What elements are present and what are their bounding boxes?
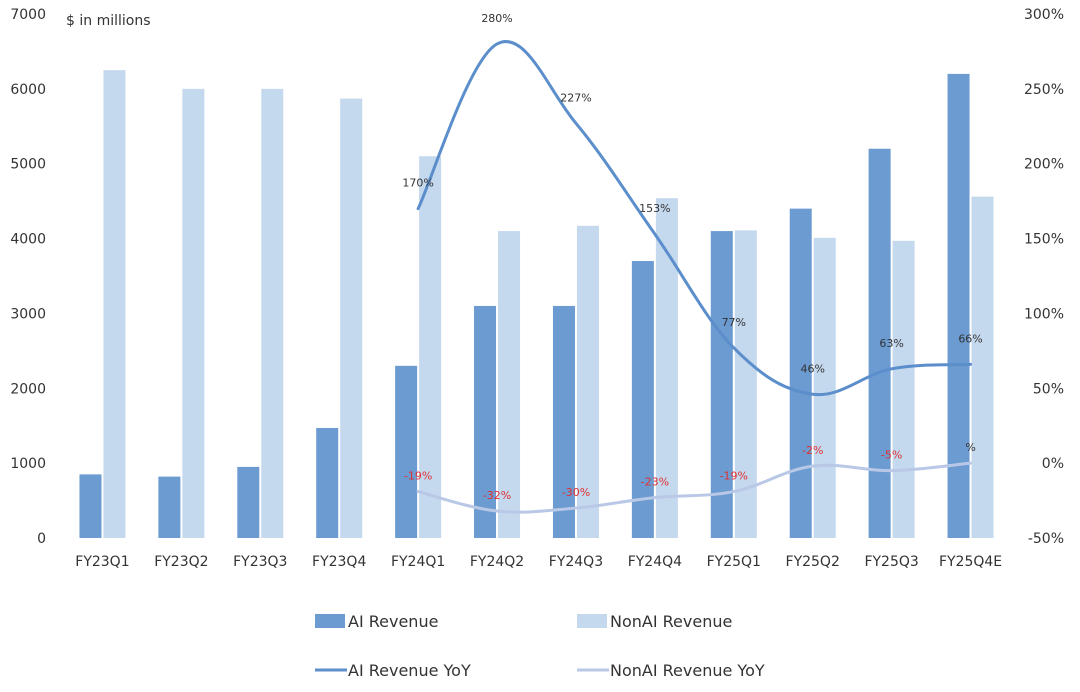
line-ai-revenue-yoy [416, 40, 973, 397]
x-tick-label: FY25Q3 [864, 554, 918, 570]
bar-ai-revenue [237, 466, 260, 538]
data-label: 153% [639, 202, 670, 215]
x-tick-label: FY23Q1 [75, 554, 129, 570]
unit-label: $ in millions [66, 13, 151, 29]
x-tick-label: FY25Q1 [707, 554, 761, 570]
x-tick-label: FY24Q2 [470, 554, 524, 570]
bar-ai-revenue [710, 231, 733, 539]
data-label: 280% [481, 12, 512, 25]
legend-swatch [315, 614, 345, 628]
data-label: -19% [404, 470, 432, 483]
data-label: -19% [720, 470, 748, 483]
bar-nonai-revenue [419, 156, 442, 538]
bar-ai-revenue [316, 427, 339, 538]
bar-ai-revenue [474, 305, 497, 538]
data-label: -5% [881, 449, 902, 462]
data-label: -23% [641, 476, 669, 489]
y-left-tick-label: 5000 [10, 157, 46, 173]
data-label: -32% [483, 489, 511, 502]
axes-layer: $ in millions 0 1000 2000 3000 4000 5000 6000 7… [10, 7, 1064, 570]
y-left-tick-label: 2000 [10, 381, 46, 397]
bar-ai-revenue [158, 476, 181, 538]
bar-nonai-revenue [971, 196, 994, 538]
bar-nonai-revenue [498, 231, 521, 539]
y-right-tick-label: 200% [1024, 157, 1064, 173]
bar-ai-revenue [868, 148, 891, 538]
legend-item: NonAI Revenue YoY [577, 661, 765, 680]
bar-nonai-revenue [813, 237, 836, 538]
bar-nonai-revenue [261, 88, 284, 538]
legend-label: NonAI Revenue YoY [610, 661, 765, 680]
labels-layer: 170% 280% 227% 153% 77% 46% 63% 66% -19% -32% -30%… [402, 12, 982, 502]
bar-ai-revenue [947, 73, 970, 538]
legend-item: AI Revenue YoY [315, 661, 471, 680]
x-tick-label: FY24Q3 [549, 554, 603, 570]
data-label: 63% [879, 337, 903, 350]
y-left-tick-label: 4000 [10, 232, 46, 248]
x-tick-label: FY25Q4E [939, 554, 1002, 570]
bar-ai-revenue [552, 305, 575, 538]
data-label: 227% [560, 91, 591, 104]
y-right-tick-label: 250% [1024, 82, 1064, 98]
legend-label: NonAI Revenue [610, 612, 732, 631]
y-right-tick-label: 150% [1024, 232, 1064, 248]
data-label: 170% [402, 177, 433, 190]
legend-label: AI Revenue YoY [348, 661, 471, 680]
y-left-tick-label: 7000 [10, 7, 46, 23]
bar-nonai-revenue [182, 88, 205, 538]
y-right-tick-label: 0% [1042, 456, 1064, 472]
bar-nonai-revenue [655, 198, 678, 539]
y-left-tick-label: 0 [37, 531, 46, 547]
bar-ai-revenue [79, 474, 102, 538]
data-label: 66% [958, 332, 982, 345]
y-right-tick-label: -50% [1028, 531, 1064, 547]
bars-layer [79, 70, 994, 539]
lines-layer [416, 40, 973, 514]
bar-nonai-revenue [734, 230, 757, 538]
x-tick-label: FY24Q1 [391, 554, 445, 570]
data-label: -30% [562, 486, 590, 499]
bar-nonai-revenue [103, 70, 126, 539]
bar-nonai-revenue [340, 98, 363, 539]
y-right-tick-label: 300% [1024, 7, 1064, 23]
data-label: -2% [802, 444, 823, 457]
bar-nonai-revenue [576, 225, 599, 539]
data-label: 46% [800, 362, 824, 375]
legend-item: NonAI Revenue [577, 612, 732, 631]
legend-label: AI Revenue [348, 612, 438, 631]
x-tick-label: FY23Q4 [312, 554, 366, 570]
legend-item: AI Revenue [315, 612, 438, 631]
line-nonai-revenue-yoy [416, 461, 973, 514]
bar-ai-revenue [631, 261, 654, 538]
bar-ai-revenue [395, 365, 418, 538]
data-label: 77% [722, 316, 746, 329]
y-right-tick-label: 50% [1033, 381, 1064, 397]
bar-nonai-revenue [892, 240, 915, 538]
data-label: % [965, 441, 975, 454]
x-tick-label: FY24Q4 [628, 554, 682, 570]
x-tick-label: FY23Q3 [233, 554, 287, 570]
y-left-tick-label: 3000 [10, 306, 46, 322]
y-left-tick-label: 1000 [10, 456, 46, 472]
bar-ai-revenue [789, 208, 812, 538]
legend: AI Revenue NonAI Revenue AI Revenue YoY Non… [315, 612, 765, 680]
x-tick-label: FY23Q2 [154, 554, 208, 570]
y-right-tick-label: 100% [1024, 306, 1064, 322]
y-left-tick-label: 6000 [10, 82, 46, 98]
legend-swatch [577, 614, 607, 628]
x-tick-label: FY25Q2 [786, 554, 840, 570]
